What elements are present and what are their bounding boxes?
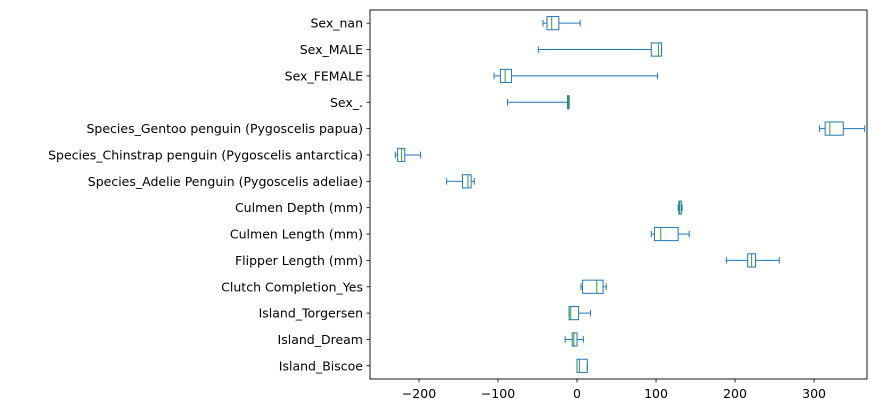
box-group: [819, 121, 866, 136]
box-group: [542, 16, 581, 31]
y-tick-label: Culmen Depth (mm): [235, 200, 363, 215]
y-tick-label: Species_Adelie Penguin (Pygoscelis adeli…: [88, 174, 363, 189]
y-axis: Island_Biscoe Island_Dream Island_Torgerse…: [48, 16, 370, 373]
box-group: [493, 68, 659, 83]
x-tick-label: 100: [644, 386, 668, 401]
y-tick-label: Sex_nan: [310, 16, 363, 31]
y-tick-label: Flipper Length (mm): [235, 253, 363, 268]
y-tick-label: Island_Torgersen: [259, 306, 363, 321]
box-iqr: [650, 42, 663, 57]
box-iqr: [653, 226, 679, 242]
y-tick-label: Island_Dream: [278, 332, 363, 347]
y-tick-label: Culmen Length (mm): [230, 227, 363, 242]
x-tick-label: −200: [402, 386, 436, 401]
box-group: [506, 95, 570, 110]
box-group: [446, 174, 475, 189]
box-iqr: [461, 174, 472, 189]
box-group: [564, 332, 584, 347]
box-group: [537, 42, 663, 57]
y-tick-label: Sex_FEMALE: [285, 68, 363, 83]
box-group: [650, 226, 690, 242]
y-tick-label: Species_Chinstrap penguin (Pygoscelis an…: [48, 147, 363, 162]
box-group: [580, 279, 607, 294]
y-tick-label: Island_Biscoe: [279, 358, 364, 373]
box-iqr: [824, 121, 844, 136]
box-group: [677, 200, 683, 215]
x-tick-label: −100: [481, 386, 515, 401]
box-iqr: [568, 306, 580, 321]
box-group: [568, 306, 591, 321]
x-tick-label: 0: [573, 386, 581, 401]
x-axis: −200 −100 0 100 200 300: [402, 379, 826, 401]
y-tick-label: Species_Gentoo penguin (Pygoscelis papua…: [87, 121, 364, 136]
y-tick-label: Sex_.: [330, 95, 363, 110]
y-tick-label: Clutch Completion_Yes: [221, 279, 363, 294]
box-iqr: [499, 68, 512, 83]
box-group: [725, 253, 780, 268]
plot-frame: [369, 9, 868, 380]
box-group: [576, 358, 588, 373]
x-tick-label: 300: [802, 386, 826, 401]
box-iqr: [582, 279, 604, 294]
box-iqr: [576, 358, 588, 373]
box-group: [394, 147, 422, 163]
x-tick-label: 200: [723, 386, 747, 401]
box-iqr: [571, 332, 578, 347]
boxes-layer: [394, 16, 866, 373]
y-tick-label: Sex_MALE: [300, 42, 363, 57]
box-iqr: [546, 16, 560, 31]
